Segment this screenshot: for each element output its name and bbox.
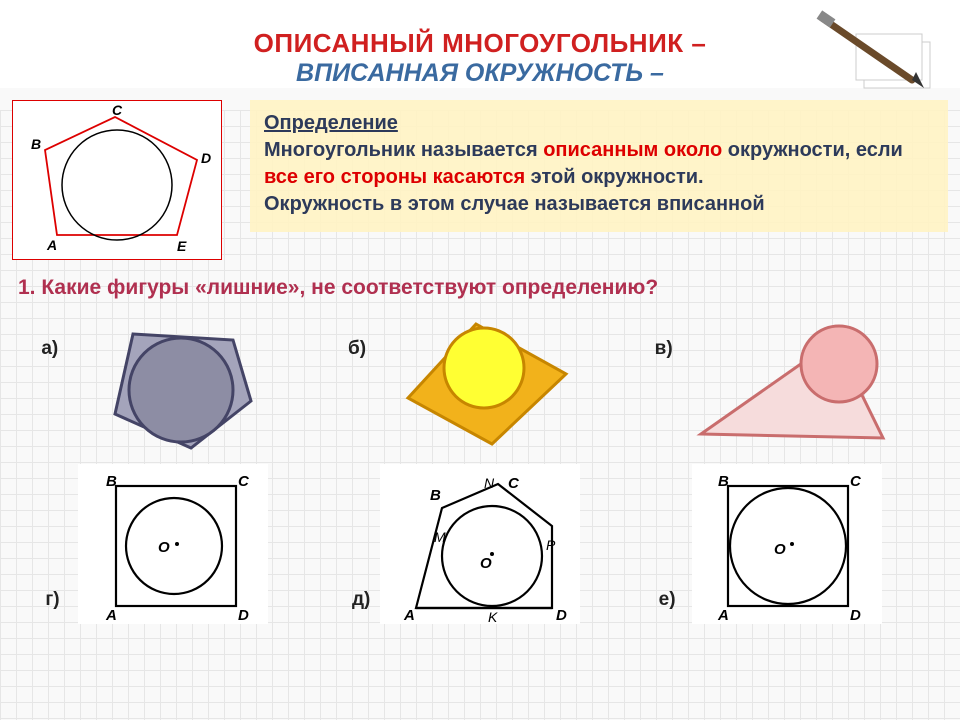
svg-text:A: A xyxy=(717,607,729,624)
figure-g-label: г) xyxy=(45,589,59,611)
figure-d: д) O A B C D M N P K xyxy=(330,464,630,629)
svg-text:D: D xyxy=(238,607,249,624)
svg-text:C: C xyxy=(238,473,250,490)
figure-b-label: б) xyxy=(348,338,366,360)
figure-v: в) xyxy=(637,306,937,456)
question-line: 1. Какие фигуры «лишние», не соответству… xyxy=(0,266,960,302)
figure-v-label: в) xyxy=(655,338,673,360)
svg-text:B: B xyxy=(106,473,117,490)
definition-text: Определение Многоугольник называется опи… xyxy=(250,100,948,232)
svg-text:D: D xyxy=(556,607,567,624)
definition-thumbnail: A B C D E xyxy=(12,100,222,260)
def-line2-post: этой окружности. xyxy=(525,166,703,188)
figure-a: а) xyxy=(23,306,323,456)
def-line3: Окружность в этом случае называется впис… xyxy=(264,193,765,215)
figure-e-label: е) xyxy=(659,589,676,611)
def-line1-pre: Многоугольник называется xyxy=(264,139,543,161)
svg-text:K: K xyxy=(488,609,498,624)
svg-text:N: N xyxy=(484,475,495,491)
slide-content: A B C D E Определение Многоугольник назы… xyxy=(0,88,960,629)
svg-text:C: C xyxy=(850,473,862,490)
svg-text:A: A xyxy=(403,607,415,624)
corner-decoration xyxy=(812,10,942,95)
figure-d-label: д) xyxy=(352,589,370,611)
def-line2-pre: окружности, если xyxy=(722,139,903,161)
svg-text:D: D xyxy=(850,607,861,624)
figure-b: б) xyxy=(330,306,630,456)
svg-text:P: P xyxy=(546,537,556,553)
question-text: Какие фигуры «лишние», не соответствуют … xyxy=(41,276,658,299)
def-line1-accent: описанным около xyxy=(543,139,722,161)
svg-text:E: E xyxy=(177,238,187,254)
figure-e: е) O A B C D xyxy=(637,464,937,629)
svg-text:O: O xyxy=(480,555,492,572)
figure-row-2: г) O A B C D д) O A xyxy=(0,460,960,629)
svg-text:C: C xyxy=(508,475,520,492)
definition-heading: Определение xyxy=(264,112,398,134)
figure-g: г) O A B C D xyxy=(23,464,323,629)
def-line2-accent: все его стороны касаются xyxy=(264,166,525,188)
svg-text:C: C xyxy=(112,105,123,118)
svg-text:D: D xyxy=(201,150,211,166)
svg-text:O: O xyxy=(158,539,170,556)
figure-a-label: а) xyxy=(41,338,58,360)
definition-row: A B C D E Определение Многоугольник назы… xyxy=(0,88,960,266)
svg-text:A: A xyxy=(105,607,117,624)
svg-text:B: B xyxy=(31,136,41,152)
svg-text:A: A xyxy=(46,237,57,253)
question-number: 1. xyxy=(18,276,36,299)
svg-text:B: B xyxy=(430,487,441,504)
svg-text:O: O xyxy=(774,541,786,558)
figure-row-1: а) б) в) xyxy=(0,302,960,456)
svg-text:B: B xyxy=(718,473,729,490)
svg-text:M: M xyxy=(434,529,446,545)
